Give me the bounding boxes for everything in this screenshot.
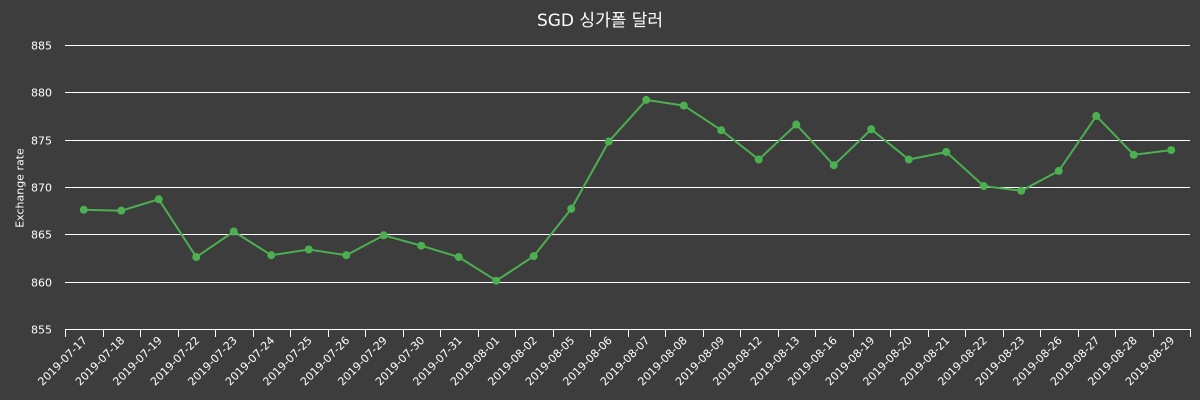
y-tick-label: 860 (31, 277, 52, 290)
data-point[interactable] (1092, 112, 1101, 120)
data-point[interactable] (529, 252, 538, 261)
data-point[interactable] (567, 204, 576, 213)
data-point[interactable] (792, 120, 801, 129)
data-point[interactable] (342, 251, 351, 260)
data-point[interactable] (642, 95, 651, 104)
x-axis: 2019-07-172019-07-182019-07-192019-07-22… (35, 329, 1191, 388)
data-point[interactable] (1054, 166, 1063, 175)
data-point[interactable] (267, 251, 276, 260)
data-point[interactable] (417, 241, 426, 250)
y-tick-label: 875 (31, 135, 52, 148)
y-axis-ticks: 855 860 865 870 875 880 885 (31, 40, 52, 337)
data-point[interactable] (379, 231, 388, 240)
data-point[interactable] (679, 101, 688, 110)
data-point[interactable] (229, 227, 238, 236)
y-tick-label: 885 (31, 40, 52, 53)
data-point[interactable] (717, 126, 726, 135)
data-point[interactable] (904, 155, 913, 164)
y-tick-label: 865 (31, 229, 52, 242)
data-point[interactable] (79, 205, 88, 214)
data-point[interactable] (867, 125, 876, 134)
y-tick-label: 870 (31, 182, 52, 195)
chart-title: SGD 싱가폴 달러 (536, 11, 664, 31)
data-point[interactable] (829, 161, 838, 170)
y-tick-label: 855 (31, 324, 52, 337)
data-point[interactable] (1017, 186, 1026, 195)
data-point[interactable] (492, 276, 501, 285)
data-point[interactable] (154, 195, 163, 204)
data-point[interactable] (1129, 150, 1138, 159)
data-point[interactable] (1167, 146, 1176, 155)
series-line (83, 98, 1172, 282)
data-point[interactable] (304, 245, 313, 254)
gridlines (65, 45, 1190, 283)
data-point[interactable] (942, 147, 951, 156)
data-series (79, 95, 1176, 285)
data-point[interactable] (192, 253, 201, 262)
data-point[interactable] (979, 182, 988, 191)
data-point[interactable] (754, 155, 763, 164)
data-point[interactable] (117, 206, 126, 215)
data-point[interactable] (454, 253, 463, 262)
data-point[interactable] (604, 137, 613, 146)
y-tick-label: 880 (31, 87, 52, 100)
